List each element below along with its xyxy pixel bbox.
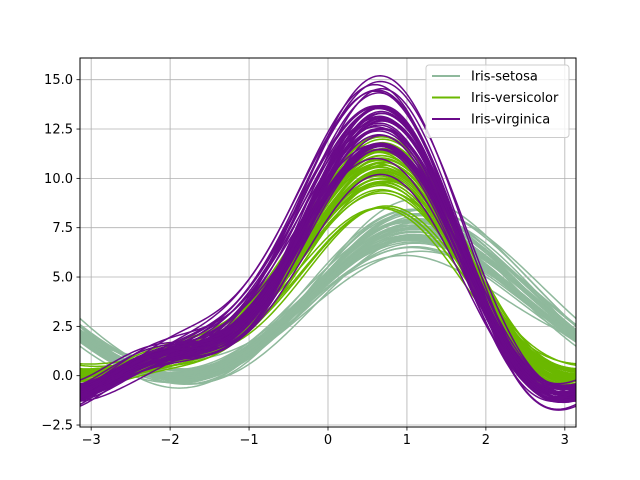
legend: Iris-setosa Iris-versicolor Iris-virginica <box>425 64 570 138</box>
y-tick-label: 0.0 <box>52 369 73 384</box>
curve-line <box>79 142 577 391</box>
x-tick-label: −1 <box>239 433 258 448</box>
curve-line <box>79 219 577 379</box>
y-tick-label: 12.5 <box>44 123 73 138</box>
curve-line <box>79 117 577 391</box>
x-tick-label: −3 <box>82 433 101 448</box>
x-tick-label: 2 <box>482 433 490 448</box>
curve-line <box>79 231 577 375</box>
y-tick-label: 10.0 <box>44 172 73 187</box>
series-iris-virginica <box>79 75 577 411</box>
curve-line <box>79 142 577 396</box>
series-iris-setosa <box>79 198 577 389</box>
x-tick-label: 0 <box>324 433 332 448</box>
x-tick-label: 3 <box>561 433 569 448</box>
series-curves <box>79 75 577 411</box>
y-tick-label: 5.0 <box>52 271 73 286</box>
legend-label: Iris-setosa <box>471 70 538 85</box>
legend-label: Iris-virginica <box>471 113 550 128</box>
legend-box <box>425 64 570 138</box>
axis-ticks: −3 −2 −1 0 1 2 3 −2.5 0.0 2.5 5.0 7.5 10.0 12.5 15.0 <box>41 73 569 448</box>
y-tick-label: 2.5 <box>52 320 73 335</box>
y-tick-label: 7.5 <box>52 221 73 236</box>
x-tick-label: −2 <box>161 433 180 448</box>
y-tick-label: −2.5 <box>41 419 73 434</box>
x-tick-label: 1 <box>403 433 411 448</box>
curve-line <box>79 219 577 377</box>
y-tick-label: 15.0 <box>44 73 73 88</box>
legend-label: Iris-versicolor <box>471 91 559 106</box>
